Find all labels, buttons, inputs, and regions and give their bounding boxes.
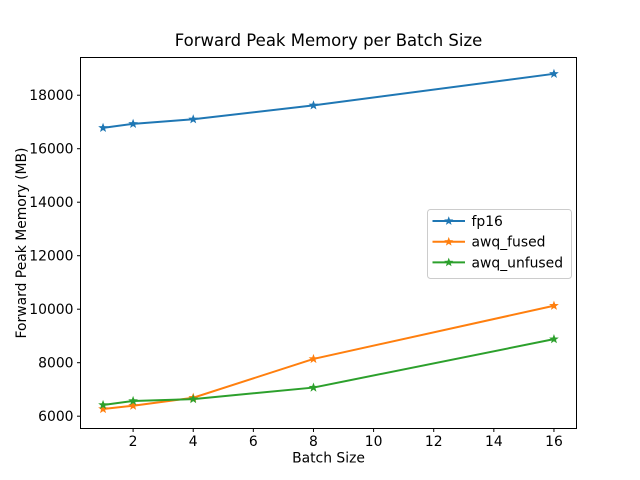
- x-tick-label: 10: [365, 434, 383, 450]
- y-tick-label: 18000: [29, 88, 73, 104]
- legend-marker-awq_unfused: [444, 257, 454, 267]
- series-line-awq_fused: [102, 304, 555, 410]
- y-tick-label: 10000: [29, 302, 73, 318]
- x-tick-label: 14: [485, 434, 503, 450]
- legend-marker-awq_fused: [444, 236, 454, 246]
- x-axis-label: Batch Size: [292, 451, 365, 467]
- series-line-awq_unfused: [102, 338, 555, 406]
- x-tick-label: 12: [425, 434, 443, 450]
- legend-label-fp16: fp16: [472, 214, 503, 230]
- legend-label-awq_fused: awq_fused: [472, 235, 546, 251]
- chart-title: Forward Peak Memory per Batch Size: [175, 31, 483, 50]
- series-marker-fp16: [188, 114, 199, 124]
- series-marker-fp16: [98, 122, 108, 132]
- plot-area-border: [80, 57, 577, 429]
- series-marker-awq_unfused: [128, 395, 138, 406]
- y-tick-label: 6000: [38, 409, 73, 425]
- y-tick-label: 8000: [38, 356, 73, 372]
- x-tick-label: 6: [249, 434, 258, 450]
- x-tick-label: 2: [129, 434, 138, 450]
- series-marker-awq_unfused: [549, 334, 559, 344]
- y-axis-label: Forward Peak Memory (MB): [14, 148, 30, 339]
- series-marker-awq_unfused: [188, 393, 199, 404]
- legend-marker-fp16: [444, 216, 454, 225]
- series-marker-fp16: [128, 118, 138, 128]
- series-marker-awq_fused: [308, 353, 319, 364]
- y-tick-label: 12000: [29, 249, 73, 265]
- series-line-fp16: [102, 72, 555, 129]
- x-tick-label: 8: [309, 434, 318, 450]
- x-tick-label: 16: [545, 434, 563, 450]
- series-marker-awq_unfused: [308, 382, 319, 392]
- series-marker-awq_fused: [98, 403, 108, 414]
- y-tick-label: 14000: [29, 195, 73, 211]
- x-tick-label: 4: [189, 434, 198, 450]
- series-marker-fp16: [308, 100, 319, 110]
- series-marker-awq_fused: [549, 300, 559, 310]
- legend-box: [427, 209, 572, 279]
- series-marker-fp16: [549, 68, 559, 78]
- legend-label-awq_unfused: awq_unfused: [472, 255, 564, 271]
- plot-area: 2 4 6 8 10 12 14 16 6000 8000 10000 12000 14000 16000…: [29, 57, 577, 450]
- series-marker-awq_fused: [128, 400, 138, 410]
- y-tick-label: 16000: [29, 142, 73, 158]
- series-marker-awq_unfused: [98, 399, 108, 410]
